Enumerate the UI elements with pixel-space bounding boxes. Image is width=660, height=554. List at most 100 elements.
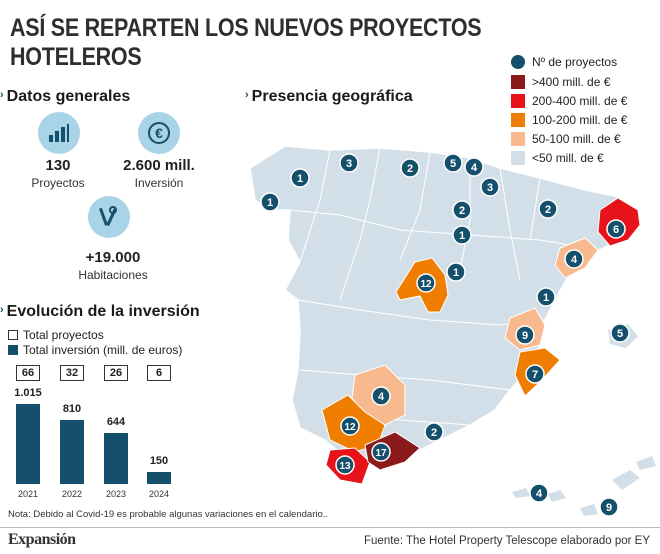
marker-circle xyxy=(464,157,484,177)
legend-band-swatch xyxy=(511,151,525,165)
footer xyxy=(0,527,660,554)
marker-circle xyxy=(599,497,619,517)
legend-swatch-projects xyxy=(8,330,18,340)
project-count-marker: 1 xyxy=(446,262,466,282)
bar-chart-icon xyxy=(38,112,80,154)
project-count-marker: 7 xyxy=(525,364,545,384)
marker-count: 9 xyxy=(606,502,612,514)
year-label: 2022 xyxy=(61,489,83,499)
marker-count: 1 xyxy=(267,197,273,209)
marker-count: 4 xyxy=(471,162,478,174)
marker-count: 6 xyxy=(613,224,619,236)
project-count-marker: 4 xyxy=(564,249,584,269)
legend-band-label: 200-400 mill. de € xyxy=(532,94,628,108)
investment-value-label: 810 xyxy=(62,403,82,415)
marker-count: 3 xyxy=(487,182,493,194)
legend-band-label: <50 mill. de € xyxy=(532,151,604,165)
investment-value-label: 1.015 xyxy=(14,387,42,399)
marker-circle xyxy=(335,455,355,475)
legend-band-swatch xyxy=(511,94,525,108)
chevron-icon: › xyxy=(245,89,249,101)
legend-projects: Total proyectos xyxy=(8,328,104,342)
legend-band-swatch xyxy=(511,132,525,146)
marker-count: 5 xyxy=(617,328,623,340)
marker-circle xyxy=(371,386,391,406)
footnote: Nota: Debido al Covid-19 es probable alg… xyxy=(8,509,329,520)
projects-label: Proyectos xyxy=(31,176,85,190)
legend-band-swatch xyxy=(511,75,525,89)
marker-count: 2 xyxy=(407,163,413,175)
legend-investment: Total inversión (mill. de euros) xyxy=(8,343,182,357)
source-credit: Fuente: The Hotel Property Telescope ela… xyxy=(364,535,650,547)
investment-heading: › Evolución de la inversión xyxy=(0,303,200,321)
project-count-marker: 9 xyxy=(599,497,619,517)
projects-count-box: 32 xyxy=(60,365,84,381)
project-count-marker: 3 xyxy=(480,177,500,197)
marker-circle xyxy=(606,219,626,239)
project-count-marker: 2 xyxy=(538,199,558,219)
legend-band-label: 50-100 mill. de € xyxy=(532,132,621,146)
year-label: 2024 xyxy=(148,489,170,499)
project-count-marker: 4 xyxy=(464,157,484,177)
marker-count: 12 xyxy=(420,279,432,290)
marker-circle xyxy=(452,225,472,245)
legend-band-swatch xyxy=(511,113,525,127)
marker-count: 4 xyxy=(536,488,543,500)
projects-count-box: 6 xyxy=(147,365,171,381)
marker-count: 12 xyxy=(344,422,356,433)
marker-count: 1 xyxy=(453,267,459,279)
investment-bar xyxy=(147,472,171,484)
project-count-marker: 17 xyxy=(371,442,391,462)
project-count-marker: 2 xyxy=(452,200,472,220)
page-title: ASÍ SE REPARTEN LOS NUEVOS PROYECTOS HOT… xyxy=(10,14,482,71)
marker-count: 9 xyxy=(522,330,528,342)
investment-value-label: 150 xyxy=(149,455,169,467)
marker-circle xyxy=(452,200,472,220)
project-count-marker: 9 xyxy=(515,325,535,345)
project-count-marker: 4 xyxy=(371,386,391,406)
euro-icon: € xyxy=(138,112,180,154)
marker-circle xyxy=(564,249,584,269)
region-canarias xyxy=(512,456,656,516)
marker-count: 13 xyxy=(339,461,351,472)
projects-count-box: 26 xyxy=(104,365,128,381)
marker-circle xyxy=(536,287,556,307)
investment-bar xyxy=(60,420,84,484)
marker-circle xyxy=(538,199,558,219)
tools-icon xyxy=(88,196,130,238)
year-label: 2023 xyxy=(105,489,127,499)
marker-circle xyxy=(424,422,444,442)
general-data-heading-text: Datos generales xyxy=(6,88,131,105)
legend-investment-text: Total inversión (mill. de euros) xyxy=(23,343,183,357)
project-count-marker: 3 xyxy=(339,153,359,173)
investment-heading-text: Evolución de la inversión xyxy=(6,303,200,320)
rooms-count: +19.000 xyxy=(85,249,141,266)
investment-value-label: 644 xyxy=(106,416,126,428)
investment-bar xyxy=(104,433,128,484)
marker-count: 3 xyxy=(346,158,352,170)
svg-text:€: € xyxy=(155,125,163,141)
marker-count: 7 xyxy=(532,369,538,381)
project-count-marker: 13 xyxy=(335,455,355,475)
marker-circle xyxy=(480,177,500,197)
project-count-marker: 5 xyxy=(610,323,630,343)
investment-label: Inversión xyxy=(134,176,184,190)
project-count-marker: 1 xyxy=(260,192,280,212)
marker-count: 5 xyxy=(450,158,456,170)
legend-projects-text: Total proyectos xyxy=(23,328,104,342)
investment-bar xyxy=(16,404,40,484)
marker-circle xyxy=(400,158,420,178)
marker-circle xyxy=(443,153,463,173)
marker-circle xyxy=(290,168,310,188)
projects-count-box: 66 xyxy=(16,365,40,381)
legend-band-label: >400 mill. de € xyxy=(532,75,611,89)
marker-count: 1 xyxy=(543,292,549,304)
marker-count: 2 xyxy=(545,204,551,216)
project-count-marker: 1 xyxy=(452,225,472,245)
project-count-marker: 4 xyxy=(529,483,549,503)
general-data-heading: › Datos generales xyxy=(0,88,130,106)
marker-circle xyxy=(260,192,280,212)
chevron-icon: › xyxy=(0,89,4,101)
marker-circle xyxy=(340,416,360,436)
